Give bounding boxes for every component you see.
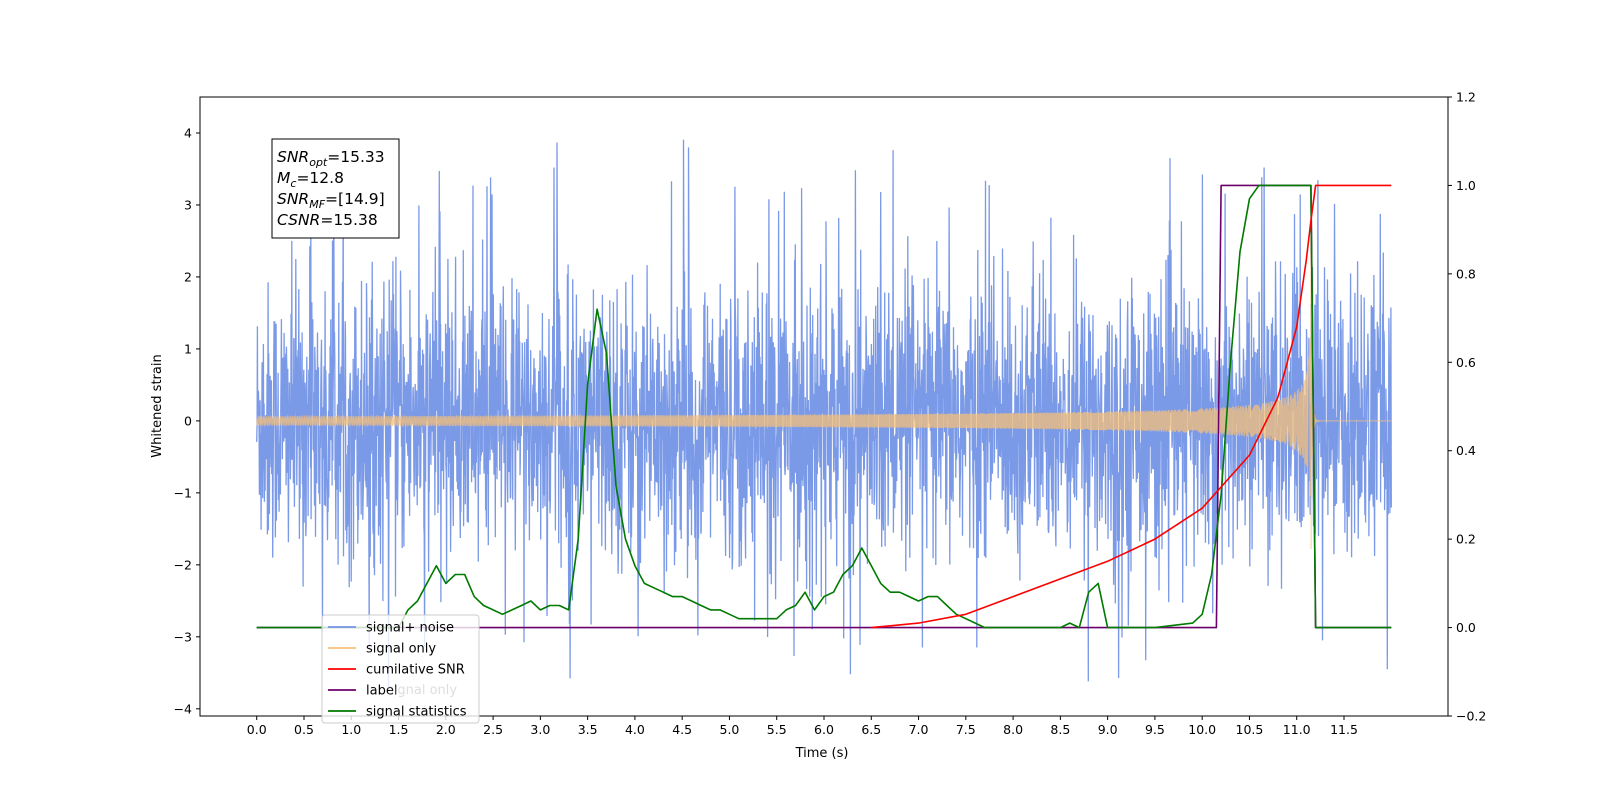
y-right-tick-label: 0.4 bbox=[1456, 443, 1476, 458]
x-tick-label: 0.0 bbox=[247, 722, 267, 737]
legend-label: signal statistics bbox=[366, 705, 467, 720]
y-left-tick-label: −1 bbox=[174, 485, 192, 500]
x-tick-label: 2.0 bbox=[436, 722, 456, 737]
x-tick-label: 9.0 bbox=[1098, 722, 1118, 737]
y-left-tick-label: 1 bbox=[184, 341, 192, 356]
x-tick-label: 1.5 bbox=[389, 722, 409, 737]
x-axis-ticks: 0.0 0.5 1.0 1.5 2.0 2.5 3.0 3.5 4.0 4.5 5.0 5.5 6.0 6… bbox=[247, 716, 1358, 737]
series-signal-only bbox=[256, 233, 1392, 550]
series-signal-statistics bbox=[256, 184, 1392, 629]
x-tick-label: 1.0 bbox=[341, 722, 361, 737]
x-tick-label: 8.5 bbox=[1050, 722, 1070, 737]
x-tick-label: 4.5 bbox=[672, 722, 692, 737]
y-left-tick-label: 4 bbox=[184, 125, 192, 140]
info-line: Mc=12.8 bbox=[277, 169, 344, 190]
x-tick-label: 7.0 bbox=[909, 722, 929, 737]
info-box: SNRopt=15.33Mc=12.8SNRMF=[14.9]CSNR=15.3… bbox=[271, 138, 400, 239]
x-axis-label: Time (s) bbox=[795, 746, 849, 761]
legend-label: label bbox=[366, 684, 397, 699]
x-tick-label: 10.5 bbox=[1236, 722, 1264, 737]
legend: signal+ noise signal only cumilative SNR la… bbox=[321, 614, 480, 724]
y-right-tick-label: 1.0 bbox=[1456, 178, 1476, 193]
legend-items: signal+ noise signal only cumilative SNR la… bbox=[328, 621, 467, 720]
x-tick-label: 0.5 bbox=[294, 722, 314, 737]
x-tick-label: 3.0 bbox=[530, 722, 550, 737]
info-line: CSNR=15.38 bbox=[277, 211, 378, 229]
y-right-tick-label: 1.2 bbox=[1456, 90, 1476, 105]
legend-label: cumilative SNR bbox=[366, 663, 465, 678]
x-tick-label: 11.5 bbox=[1330, 722, 1358, 737]
x-tick-label: 7.5 bbox=[956, 722, 976, 737]
y-right-tick-label: −0.2 bbox=[1456, 709, 1486, 724]
y-left-tick-label: 2 bbox=[184, 269, 192, 284]
y-axis-right-ticks: 1.2 1.0 0.8 0.6 0.4 0.2 0.0 −0.2 bbox=[1448, 90, 1486, 724]
x-tick-label: 9.5 bbox=[1145, 722, 1165, 737]
info-line: SNRMF=[14.9] bbox=[277, 190, 385, 211]
series-cumulative-snr bbox=[871, 184, 1392, 629]
legend-label: signal only bbox=[366, 642, 436, 657]
x-tick-label: 2.5 bbox=[483, 722, 503, 737]
x-tick-label: 3.5 bbox=[578, 722, 598, 737]
info-lines: SNRopt=15.33Mc=12.8SNRMF=[14.9]CSNR=15.3… bbox=[277, 148, 385, 229]
y-right-tick-label: 0.6 bbox=[1456, 355, 1476, 370]
legend-label: signal+ noise bbox=[366, 621, 454, 636]
y-left-tick-label: −2 bbox=[174, 557, 192, 572]
y-left-tick-label: 3 bbox=[184, 197, 192, 212]
legend-frame bbox=[321, 614, 480, 724]
legend-overlap-text: signal only bbox=[387, 683, 457, 698]
y-axis-left-ticks: 4 3 2 1 0 −1 −2 −3 −4 bbox=[174, 125, 200, 716]
info-box-frame bbox=[271, 138, 400, 239]
y-left-tick-label: −4 bbox=[174, 701, 192, 716]
y-axis-label: Whitened strain bbox=[150, 354, 165, 457]
x-tick-label: 6.0 bbox=[814, 722, 834, 737]
x-tick-label: 11.0 bbox=[1283, 722, 1311, 737]
y-right-tick-label: 0.2 bbox=[1456, 532, 1476, 547]
y-right-tick-label: 0.0 bbox=[1456, 620, 1476, 635]
x-tick-label: 4.0 bbox=[625, 722, 645, 737]
series-layer bbox=[256, 139, 1392, 687]
y-left-tick-label: −3 bbox=[174, 629, 192, 644]
x-tick-label: 8.0 bbox=[1003, 722, 1023, 737]
y-left-tick-label: 0 bbox=[184, 413, 192, 428]
x-tick-label: 6.5 bbox=[861, 722, 881, 737]
y-right-tick-label: 0.8 bbox=[1456, 266, 1476, 281]
x-tick-label: 5.5 bbox=[767, 722, 787, 737]
info-line: SNRopt=15.33 bbox=[277, 148, 385, 169]
x-tick-label: 5.0 bbox=[720, 722, 740, 737]
x-tick-label: 10.0 bbox=[1188, 722, 1216, 737]
